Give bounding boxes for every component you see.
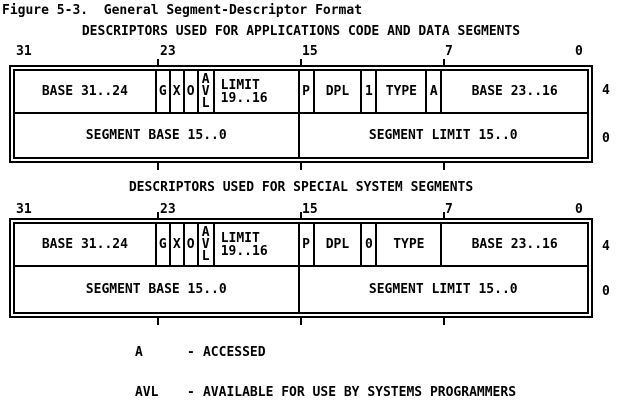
legend-item-accessed: A - ACCESSED (88, 333, 516, 373)
field-present: P (300, 224, 315, 265)
field-base-23-16: BASE 23..16 (471, 237, 558, 252)
legend-definition: ACCESSED (202, 345, 266, 361)
field-segment-base-15-0: SEGMENT BASE 15..0 (15, 267, 300, 312)
field-base-31-24: BASE 31..24 (15, 71, 157, 112)
byte-offset-0: 0 (602, 284, 610, 299)
field-present: P (300, 71, 315, 112)
ruler-tick (443, 212, 445, 218)
section-heading-system: DESCRIPTORS USED FOR SPECIAL SYSTEM SEGM… (128, 180, 474, 195)
legend-separator: - (186, 345, 195, 361)
descriptor-table-inner: BASE 31..24 G X O AVL LIMIT 19..16 P DPL… (13, 69, 589, 159)
bit-label-7: 7 (445, 44, 453, 59)
field-base-23-16: BASE 23..16 (471, 84, 558, 99)
field-descriptor-type-bit: 0 (362, 224, 378, 265)
field-avl: AVL (199, 224, 215, 265)
field-descriptor-type-bit: 1 (362, 71, 378, 112)
field-granularity: G (157, 71, 171, 112)
field-x: X (171, 71, 185, 112)
descriptor-high-dword-row: BASE 31..24 G X O AVL LIMIT 19..16 P DPL… (15, 224, 587, 267)
bit-label-23: 23 (160, 44, 176, 59)
field-o: O (185, 224, 199, 265)
legend-item-dpl: DPL-DESCRIPTOR PRIVILEGE LEVEL (88, 412, 516, 420)
legend-item-avl: AVL - AVAILABLE FOR USE BY SYSTEMS PROGRAM… (88, 373, 516, 413)
field-dpl: DPL (315, 71, 363, 112)
field-limit-19-16: LIMIT 19..16 (215, 224, 300, 265)
byte-offset-0: 0 (602, 131, 610, 146)
legend-term: A (134, 345, 143, 361)
ruler-tick (300, 59, 302, 65)
field-accessed: A (427, 71, 443, 112)
field-segment-base-15-0: SEGMENT BASE 15..0 (15, 114, 300, 157)
ruler-tick (300, 318, 302, 325)
ruler-tick (443, 318, 445, 325)
field-dpl: DPL (315, 224, 363, 265)
bit-label-15: 15 (302, 202, 318, 217)
ruler-tick (157, 163, 159, 170)
field-limit-19-16: LIMIT 19..16 (215, 71, 300, 112)
bit-label-7: 7 (445, 202, 453, 217)
field-segment-limit-15-0: SEGMENT LIMIT 15..0 (368, 282, 518, 297)
field-o: O (185, 71, 199, 112)
field-type: TYPE (377, 224, 443, 265)
section-heading-applications: DESCRIPTORS USED FOR APPLICATIONS CODE A… (81, 24, 521, 39)
figure-title: Figure 5-3. General Segment-Descriptor F… (2, 3, 363, 18)
byte-offset-4: 4 (602, 239, 610, 254)
ruler-tick (443, 163, 445, 170)
field-avl: AVL (199, 71, 215, 112)
bit-label-0: 0 (575, 202, 583, 217)
field-segment-limit-15-0: SEGMENT LIMIT 15..0 (368, 128, 518, 143)
bit-label-23: 23 (160, 202, 176, 217)
field-granularity: G (157, 224, 171, 265)
ruler-tick (157, 318, 159, 325)
descriptor-low-dword-row: SEGMENT BASE 15..0 SEGMENT LIMIT 15..0 (15, 114, 587, 157)
legend-definition: AVAILABLE FOR USE BY SYSTEMS PROGRAMMERS (202, 384, 517, 400)
bit-label-31: 31 (16, 202, 32, 217)
bit-label-31: 31 (16, 44, 32, 59)
field-base-31-24: BASE 31..24 (15, 224, 157, 265)
legend-separator: - (186, 384, 195, 400)
legend: A - ACCESSED AVL - AVAILABLE FOR USE BY SYST… (88, 333, 516, 420)
descriptor-table-system: BASE 31..24 G X O AVL LIMIT 19..16 P DPL… (9, 218, 593, 318)
bit-label-0: 0 (575, 44, 583, 59)
ruler-tick (300, 163, 302, 170)
bit-label-15: 15 (302, 44, 318, 59)
byte-offset-4: 4 (602, 83, 610, 98)
field-x: X (171, 224, 185, 265)
descriptor-table-applications: BASE 31..24 G X O AVL LIMIT 19..16 P DPL… (9, 65, 593, 163)
ruler-tick (157, 59, 159, 65)
ruler-tick (300, 212, 302, 218)
field-type: TYPE (377, 71, 428, 112)
legend-term: AVL (134, 384, 159, 400)
descriptor-table-inner: BASE 31..24 G X O AVL LIMIT 19..16 P DPL… (13, 222, 589, 314)
ruler-tick (157, 212, 159, 218)
descriptor-low-dword-row: SEGMENT BASE 15..0 SEGMENT LIMIT 15..0 (15, 267, 587, 312)
descriptor-high-dword-row: BASE 31..24 G X O AVL LIMIT 19..16 P DPL… (15, 71, 587, 114)
ruler-tick (443, 59, 445, 65)
